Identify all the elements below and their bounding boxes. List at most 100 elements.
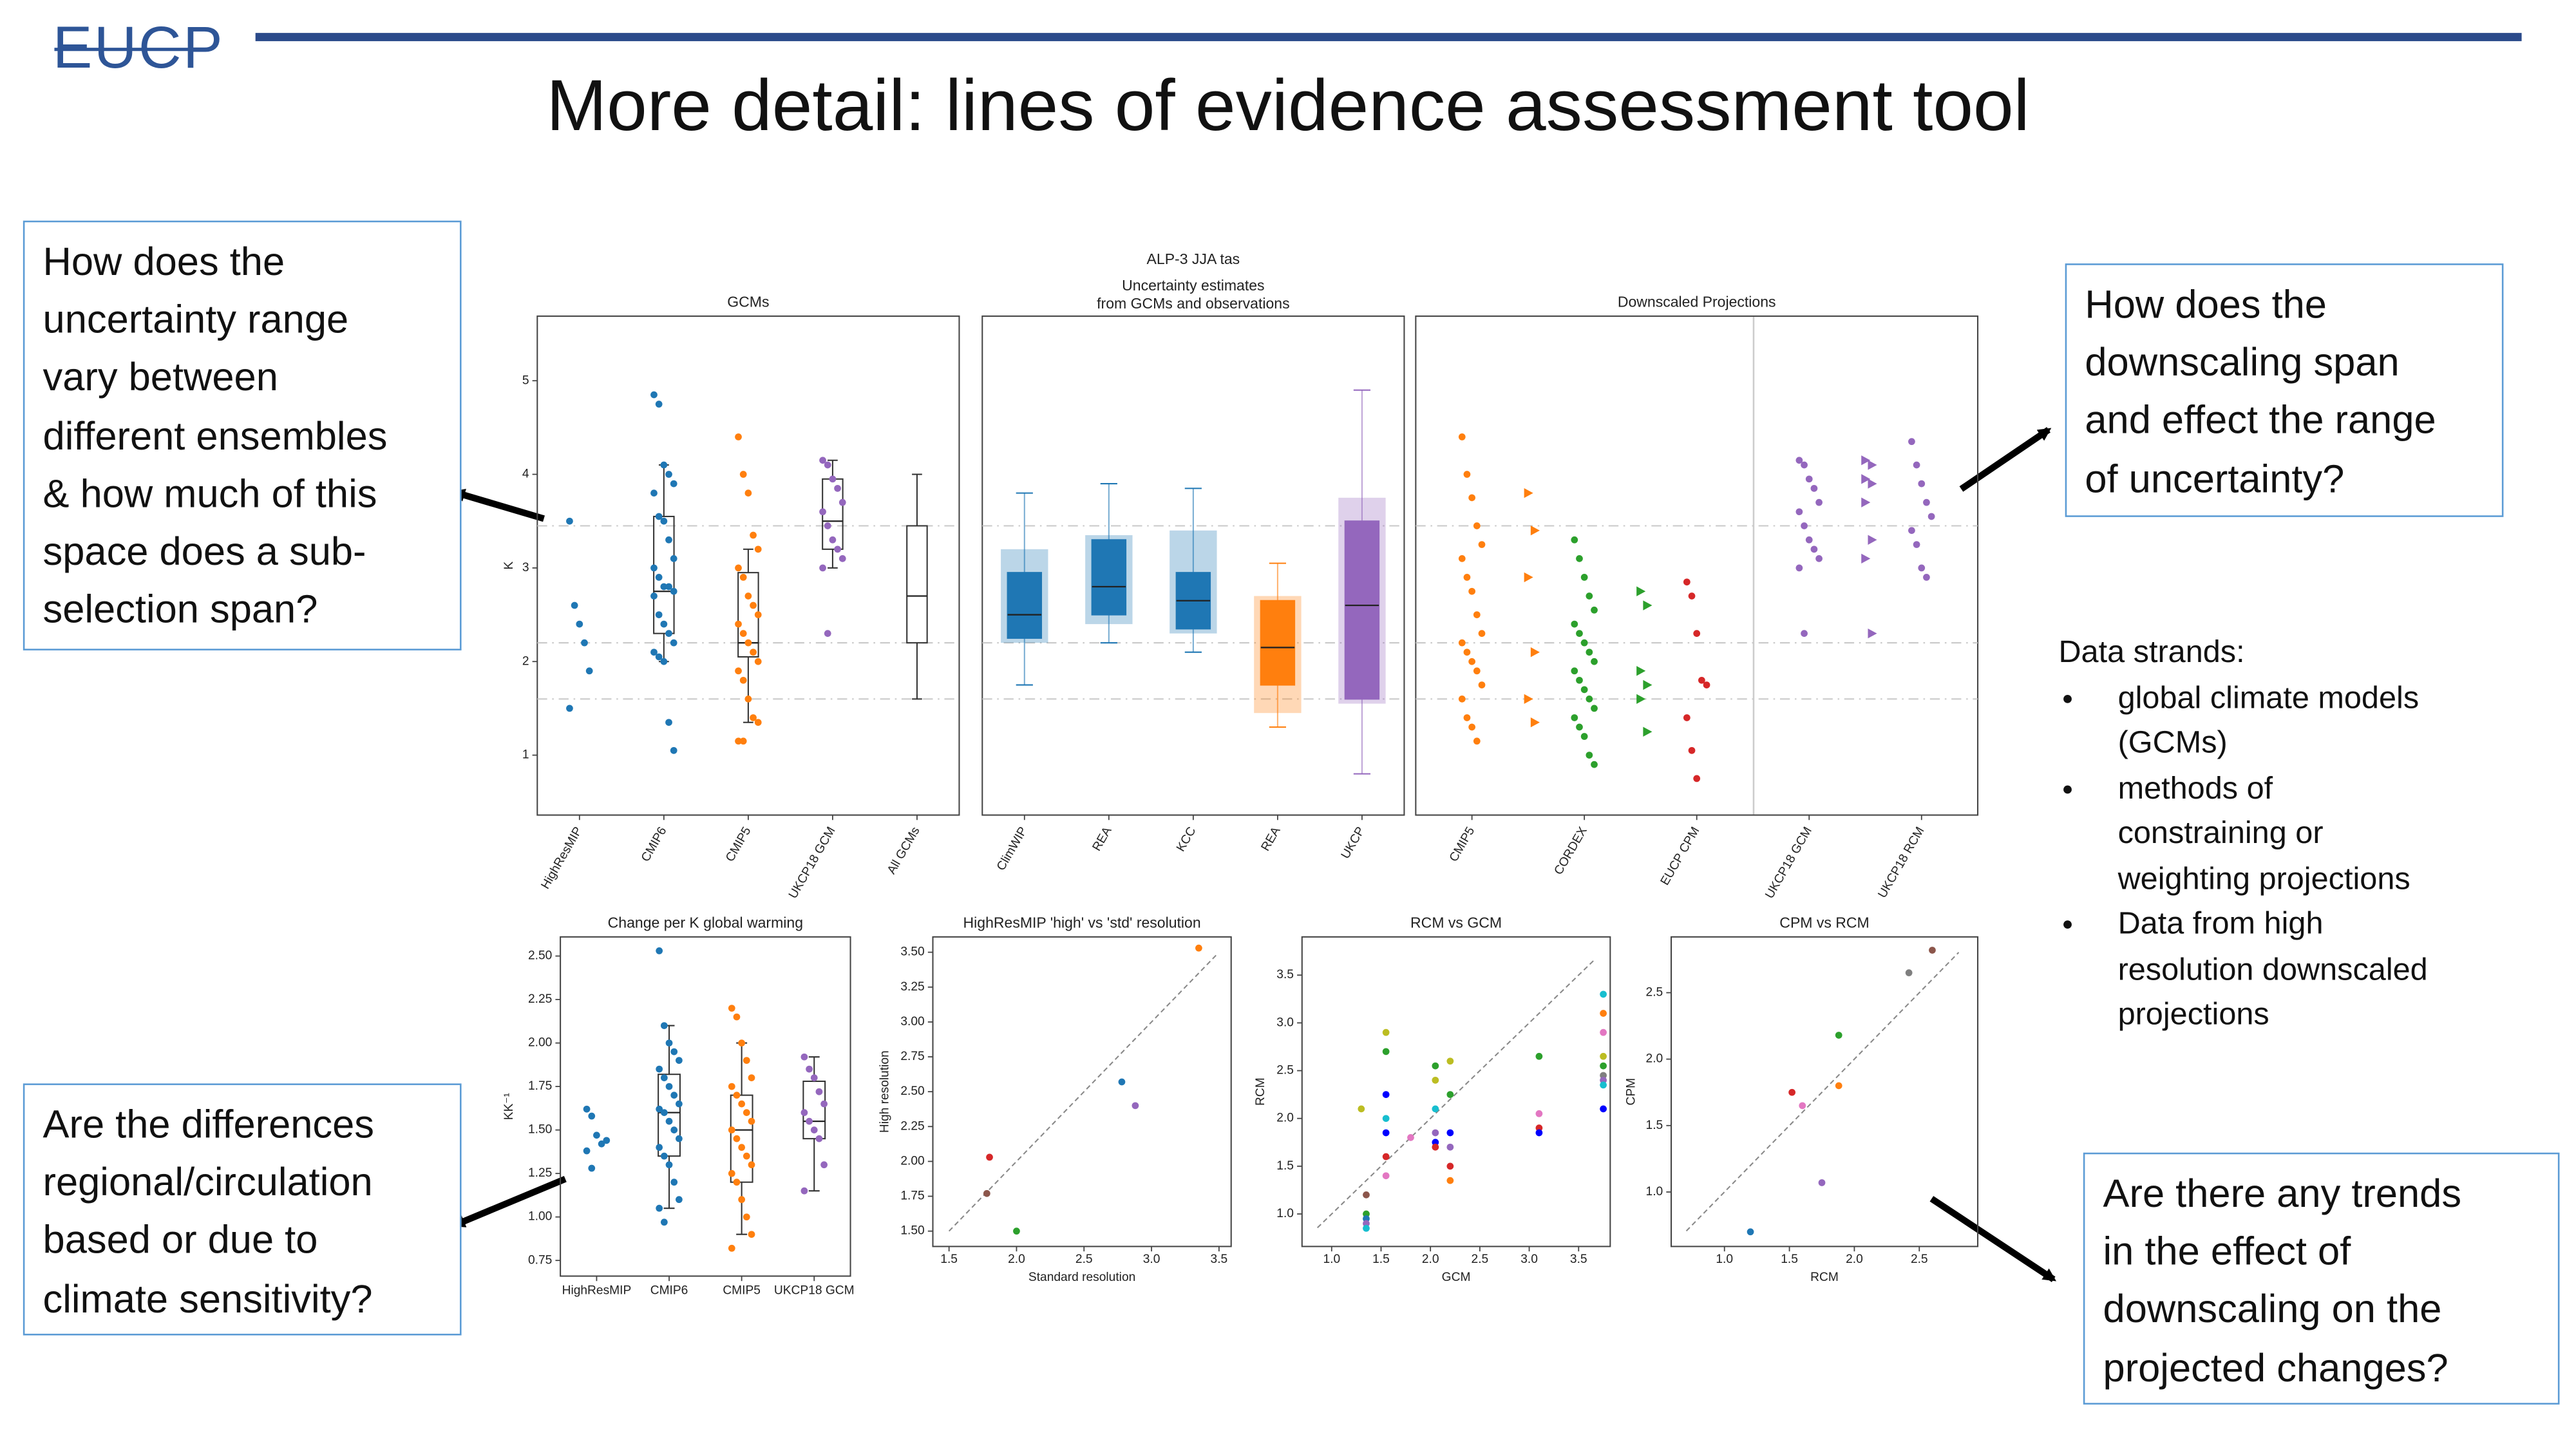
point [754, 719, 762, 726]
point [1795, 508, 1803, 516]
callout-line: How does the [43, 240, 285, 285]
point [1473, 611, 1481, 618]
x-tick-label: ClimWIP [994, 825, 1030, 873]
point [1600, 1062, 1607, 1070]
point [1446, 1143, 1454, 1151]
point [1463, 649, 1471, 656]
point [1698, 676, 1705, 684]
point [1747, 1228, 1754, 1236]
point [1363, 1215, 1370, 1222]
identity-line [1316, 959, 1596, 1229]
point [1478, 681, 1486, 688]
box [1007, 572, 1043, 639]
point [733, 1135, 741, 1142]
point [1703, 681, 1710, 688]
point [1382, 1153, 1390, 1160]
point [1478, 541, 1486, 548]
point [656, 1105, 663, 1113]
y-tick-label: 2.75 [900, 1050, 924, 1063]
point [1382, 1028, 1390, 1036]
x-tick-label: 3.5 [1570, 1253, 1587, 1266]
chart-title: HighResMIP 'high' vs 'std' resolution [963, 914, 1201, 931]
point [834, 545, 841, 553]
point [1835, 1082, 1842, 1090]
point [588, 1112, 596, 1120]
box [906, 525, 928, 644]
point [1600, 1028, 1607, 1036]
point [660, 1109, 668, 1116]
y-tick-label: 2.50 [528, 949, 552, 963]
point [815, 1135, 823, 1142]
triangle-point [1868, 460, 1877, 470]
point [576, 620, 583, 628]
triangle-point [1530, 647, 1540, 658]
point [670, 1048, 678, 1056]
y-tick-label: 1.25 [528, 1166, 552, 1180]
triangle-point [1636, 694, 1646, 705]
point [1432, 1105, 1439, 1113]
box [653, 515, 675, 634]
point [650, 489, 658, 497]
point [655, 401, 663, 408]
point [665, 1083, 673, 1090]
point [1571, 667, 1578, 675]
x-tick-label: 2.5 [1075, 1253, 1093, 1266]
point [1473, 737, 1481, 745]
point [665, 719, 672, 726]
x-tick-label: EUCP CPM [1658, 825, 1703, 888]
point [743, 1213, 750, 1221]
callout: Are the differences regional/circulation b… [23, 1083, 462, 1336]
point [750, 649, 757, 656]
y-tick-label: 1.75 [900, 1189, 924, 1203]
point [1600, 1081, 1607, 1089]
point [744, 639, 752, 647]
callout-line: selection span? [43, 588, 318, 633]
point [744, 592, 752, 600]
y-tick-label: 2.5 [1276, 1064, 1294, 1077]
y-tick-label: 1.50 [900, 1224, 924, 1238]
point [810, 1126, 818, 1134]
point [585, 667, 593, 675]
point [810, 1074, 818, 1081]
point [1693, 630, 1701, 638]
x-tick-label: 2.0 [1422, 1253, 1439, 1266]
x-tick-label: 2.0 [1008, 1253, 1025, 1266]
strand-line: projections [2117, 998, 2269, 1033]
point [829, 536, 837, 544]
strand-item: global climate models (GCMs) [2058, 676, 2427, 767]
point [728, 1005, 735, 1012]
callout-line: Are there any trends [2103, 1172, 2462, 1217]
y-tick-label: 1.0 [1646, 1185, 1663, 1198]
point [739, 574, 747, 581]
x-tick-label: CORDEX [1552, 824, 1590, 877]
x-tick-label: CMIP5 [1447, 825, 1478, 864]
point [566, 705, 573, 712]
header-rule [255, 33, 2522, 41]
callout-line: in the effect of [2103, 1230, 2351, 1275]
point [735, 433, 742, 440]
point [1913, 461, 1920, 469]
chart-title: Change per K global warming [608, 914, 803, 931]
point [1458, 433, 1466, 440]
chart-title: GCMs [727, 294, 769, 310]
point [1815, 498, 1823, 506]
point [660, 583, 668, 591]
point [1580, 574, 1588, 581]
triangle-point [1861, 455, 1871, 466]
triangle-point [1530, 526, 1540, 536]
point [743, 1152, 750, 1160]
point [820, 1100, 828, 1108]
point [665, 1161, 673, 1169]
point [650, 592, 658, 600]
triangle-point [1861, 474, 1871, 484]
y-axis-label: CPM [1625, 1078, 1638, 1106]
point [1688, 592, 1696, 600]
point [670, 746, 677, 754]
point [748, 1117, 755, 1125]
strands-list: global climate models (GCMs) methods of con… [2058, 676, 2428, 1038]
arrow [1959, 427, 2052, 492]
